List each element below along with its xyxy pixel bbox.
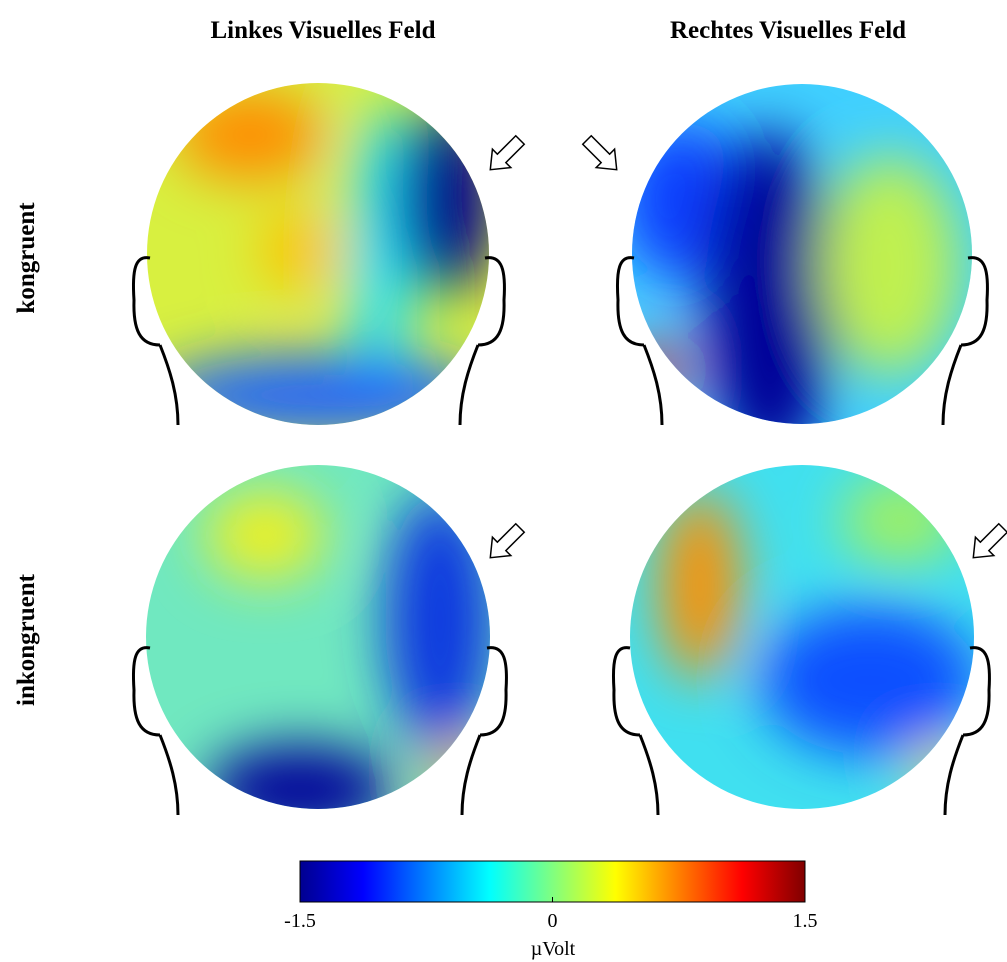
colorbar-label: µVolt [531, 938, 576, 960]
row-label: inkongruent [13, 573, 40, 706]
row-label: kongruent [13, 202, 40, 314]
tick-label: 0 [548, 910, 558, 932]
topomap [632, 84, 972, 424]
column-title: Linkes Visuelles Feld [210, 17, 435, 44]
tick-label: -1.5 [284, 910, 316, 932]
topomap [630, 465, 974, 809]
column-title: Rechtes Visuelles Feld [670, 17, 906, 44]
colorbar [299, 860, 806, 903]
head-outline [131, 256, 991, 816]
topomap [147, 83, 489, 425]
topomap [146, 465, 490, 809]
tick-label: 1.5 [793, 910, 818, 932]
